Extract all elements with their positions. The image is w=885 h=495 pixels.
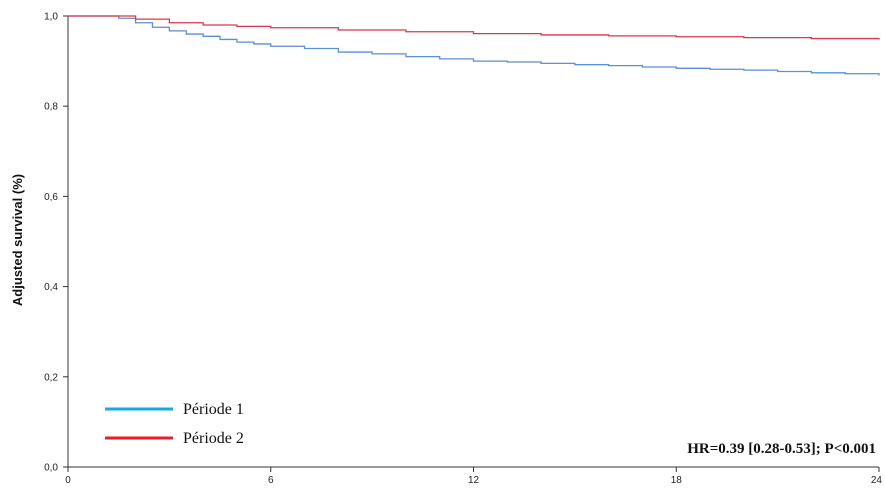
y-axis-title-group: Adjusted survival (%) <box>10 174 25 306</box>
y-axis-title: Adjusted survival (%) <box>10 174 25 306</box>
y-tick-label: 0,8 <box>44 102 58 113</box>
x-tick-label: 24 <box>871 475 883 486</box>
legend: Période 1 Période 2 <box>105 401 244 447</box>
axes: 0,0 0,2 0,4 0,6 0,8 1,0 0 6 12 18 24 <box>44 12 882 487</box>
x-tick-label: 6 <box>268 475 274 486</box>
hazard-ratio-annotation: HR=0.39 [0.28-0.53]; P<0.001 <box>687 441 876 457</box>
legend-label-1: Période 1 <box>183 401 244 418</box>
legend-label-2: Période 2 <box>183 430 244 447</box>
y-tick-label: 0,2 <box>44 372 58 383</box>
x-tick-label: 18 <box>671 475 683 486</box>
x-tick-label: 12 <box>468 475 480 486</box>
series-line-periode-1 <box>68 16 879 76</box>
series-line-periode-2 <box>68 16 879 39</box>
y-tick-label: 0,0 <box>44 463 58 474</box>
x-tick-label: 0 <box>65 475 71 486</box>
y-tick-label: 0,6 <box>44 192 58 203</box>
y-tick-label: 0,4 <box>44 282 58 293</box>
series-lines <box>68 16 879 76</box>
y-tick-label: 1,0 <box>44 12 58 23</box>
